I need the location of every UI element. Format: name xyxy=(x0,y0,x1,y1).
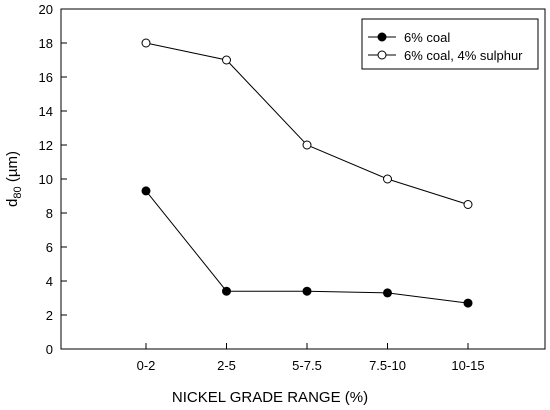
data-point-series-1 xyxy=(463,298,473,308)
data-point-series-2 xyxy=(383,174,392,184)
y-tick-label: 16 xyxy=(39,70,53,85)
data-point-series-1 xyxy=(302,286,312,296)
y-tick-label: 12 xyxy=(39,138,53,153)
y-axis-title-subscript: 80 xyxy=(12,186,24,198)
x-tick-label: 2-5 xyxy=(217,358,236,373)
y-axis-ticks: 0 2 4 6 8 10 12 14 16 18 20 xyxy=(39,2,67,357)
y-tick-label: 6 xyxy=(46,240,53,255)
y-axis-title-unit: (µm) xyxy=(4,151,21,186)
y-tick-label: 20 xyxy=(39,2,53,17)
y-tick-label: 2 xyxy=(46,308,53,323)
y-tick-label: 10 xyxy=(39,172,53,187)
legend: 6% coal 6% coal, 4% sulphur xyxy=(361,18,539,70)
data-point-series-1 xyxy=(222,286,231,296)
data-point-series-1 xyxy=(141,186,151,196)
y-tick-label: 0 xyxy=(46,342,53,357)
legend-label-2: 6% coal, 4% sulphur xyxy=(404,48,523,63)
legend-marker-2 xyxy=(377,50,387,60)
y-tick-label: 18 xyxy=(39,36,53,51)
x-tick-label: 10-15 xyxy=(451,358,484,373)
series-layer xyxy=(141,38,473,308)
legend-marker-1 xyxy=(377,32,387,42)
y-tick-label: 8 xyxy=(46,206,53,221)
data-point-series-1 xyxy=(383,288,392,298)
x-axis-ticks: 0-2 2-5 5-7.5 7.5-10 10-15 xyxy=(137,343,485,373)
data-point-series-2 xyxy=(302,140,312,150)
data-point-series-2 xyxy=(463,200,473,209)
x-tick-label: 5-7.5 xyxy=(292,358,322,373)
data-point-series-2 xyxy=(222,55,231,65)
y-axis-title: d80 (µm) xyxy=(4,151,24,207)
legend-label-1: 6% coal xyxy=(404,30,450,45)
series-line-1 xyxy=(145,190,469,304)
x-tick-label: 0-2 xyxy=(137,358,156,373)
y-tick-label: 14 xyxy=(39,104,53,119)
x-tick-label: 7.5-10 xyxy=(369,358,406,373)
y-tick-label: 4 xyxy=(46,274,53,289)
legend-box xyxy=(361,18,539,70)
y-axis-title-base: d xyxy=(4,199,21,207)
data-point-series-2 xyxy=(141,38,151,48)
x-axis-title: NICKEL GRADE RANGE (%) xyxy=(172,389,368,406)
